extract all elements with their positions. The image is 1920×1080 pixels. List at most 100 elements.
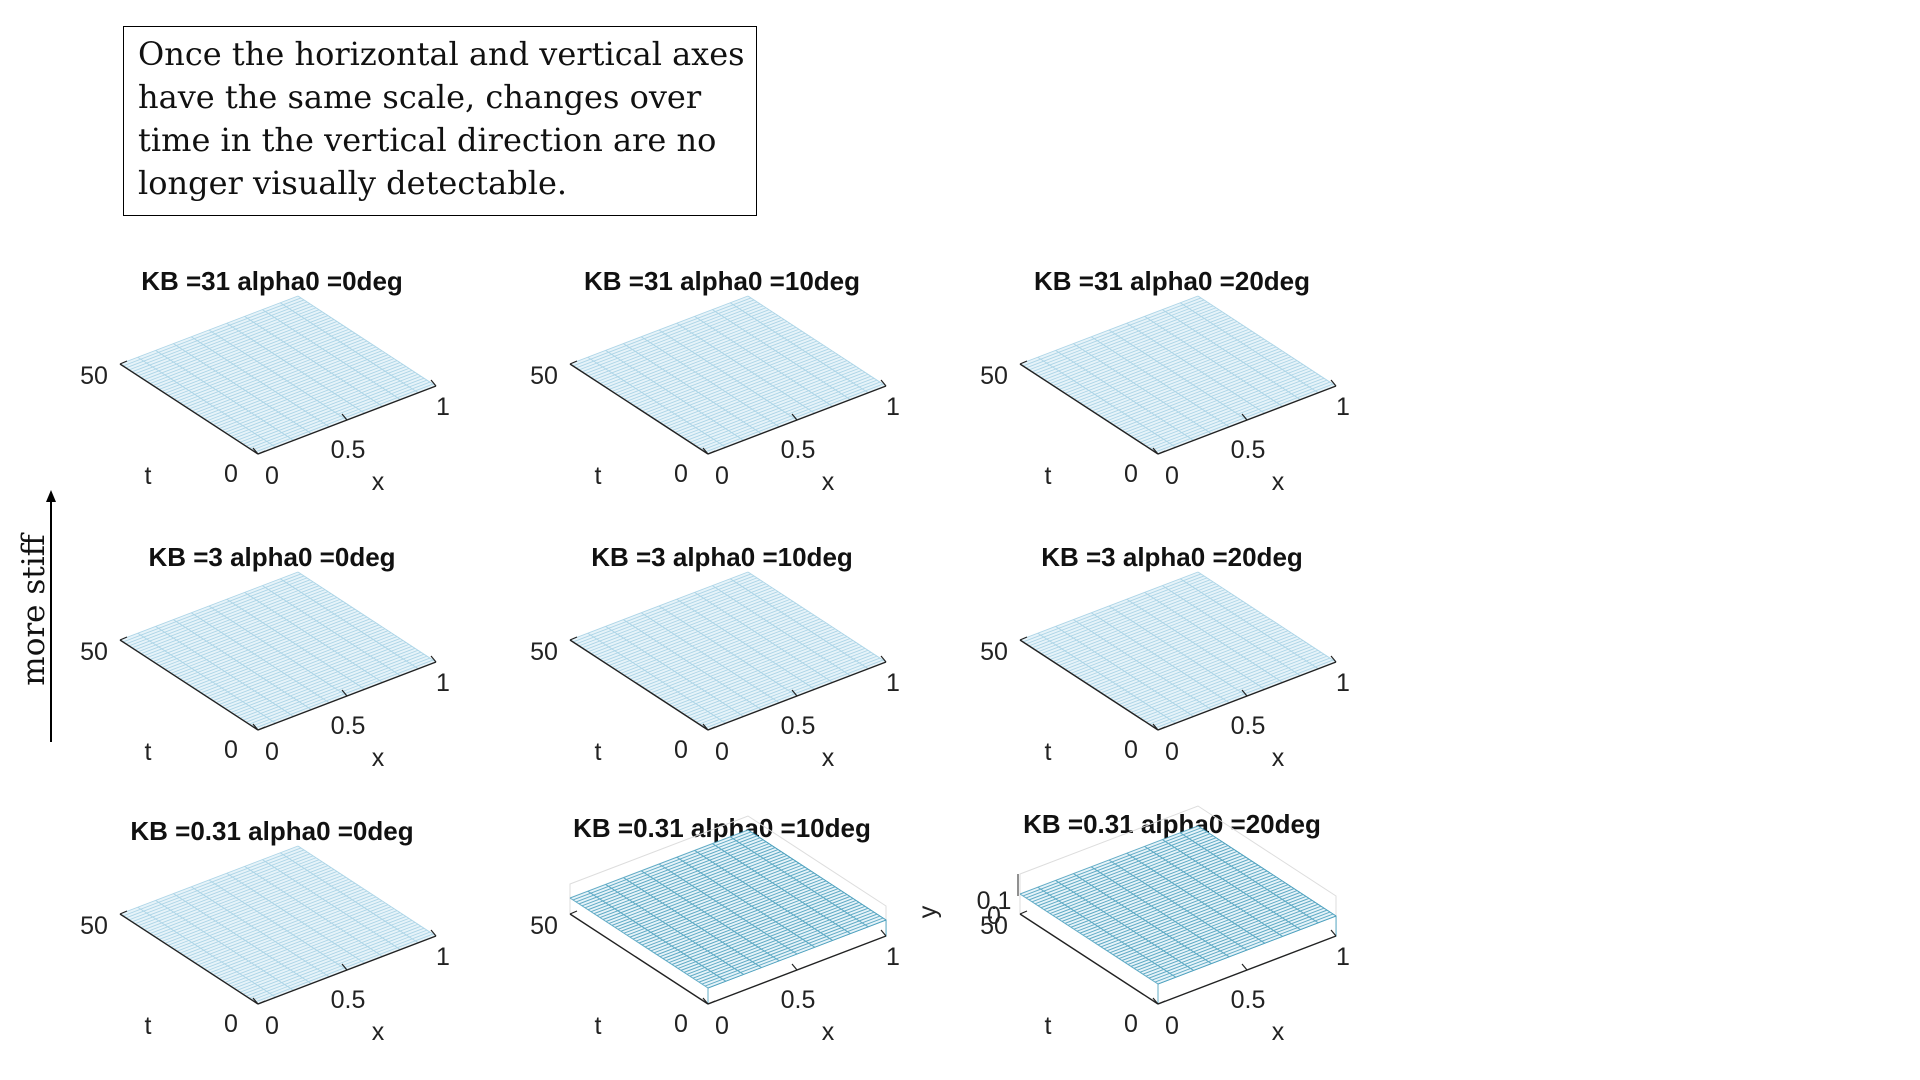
x-tick bbox=[341, 689, 348, 697]
mesh-line-x bbox=[694, 849, 833, 941]
mesh-line-x bbox=[623, 877, 762, 969]
mesh-line-x bbox=[1179, 832, 1319, 924]
z-tick-label: 0.1 bbox=[977, 887, 1012, 915]
x-tick bbox=[341, 963, 348, 971]
surface-mesh bbox=[569, 571, 887, 731]
mesh-line-x bbox=[676, 598, 816, 690]
mesh-line-x bbox=[1108, 329, 1248, 421]
x-tick-label: 0 bbox=[1165, 738, 1179, 766]
t-tick-label: 50 bbox=[530, 362, 558, 390]
x-tick-label: 0 bbox=[265, 1012, 279, 1040]
t-tick-label: 50 bbox=[980, 912, 1008, 940]
mesh-line-x bbox=[694, 592, 833, 683]
x-tick-label: 1 bbox=[886, 943, 900, 971]
mesh-line-x bbox=[1162, 585, 1301, 676]
x-tick-label: 0.5 bbox=[781, 986, 816, 1014]
t-axis-label: t bbox=[1045, 738, 1052, 766]
mesh-line-x bbox=[137, 632, 277, 724]
plot-title: KB =0.31 alpha0 =0deg bbox=[130, 816, 413, 846]
t-axis bbox=[569, 363, 709, 455]
annotation-line: time in the vertical direction are no bbox=[138, 121, 717, 159]
mesh-line-x bbox=[729, 836, 869, 928]
x-axis-label: x bbox=[372, 468, 385, 496]
mesh-line-x bbox=[605, 350, 744, 441]
x-tick-label: 0 bbox=[1165, 1012, 1179, 1040]
x-axis-label: x bbox=[822, 744, 835, 772]
t-axis-label: t bbox=[145, 738, 152, 766]
plot-title: KB =3 alpha0 =0deg bbox=[148, 542, 395, 572]
mesh-line-x bbox=[1179, 302, 1319, 394]
mesh-line-x bbox=[712, 843, 851, 935]
mesh-line-x bbox=[244, 316, 383, 407]
t-tick-label: 0 bbox=[674, 736, 688, 764]
mesh-line-x bbox=[587, 632, 727, 724]
annotation-box: Once the horizontal and vertical axes ha… bbox=[123, 26, 757, 216]
x-tick bbox=[702, 723, 709, 731]
plot-title: KB =0.31 alpha0 =20deg bbox=[1023, 809, 1321, 839]
mesh-line-x bbox=[262, 585, 401, 676]
x-tick-label: 1 bbox=[886, 669, 900, 697]
mesh-line-x bbox=[1073, 619, 1212, 710]
mesh-line-x bbox=[1019, 893, 1159, 985]
x-tick-label: 1 bbox=[436, 669, 450, 697]
mesh-line-x bbox=[1108, 605, 1248, 697]
t-axis-label: t bbox=[595, 462, 602, 490]
x-axis-label: x bbox=[1272, 744, 1285, 772]
surface-plot: KB =0.31 alpha0 =10deg 0 0.5 1 0 50 x t bbox=[530, 813, 900, 1046]
axis-box bbox=[569, 815, 887, 936]
mesh-line-x bbox=[279, 578, 419, 670]
t-tick bbox=[1019, 636, 1028, 641]
mesh-line-x bbox=[747, 829, 887, 921]
surface-mesh bbox=[1019, 825, 1337, 985]
t-axis bbox=[119, 913, 259, 1005]
mesh-line-x bbox=[1073, 343, 1212, 434]
t-axis-label: t bbox=[595, 738, 602, 766]
mesh-line-x bbox=[712, 585, 851, 676]
mesh-line-x bbox=[587, 356, 727, 448]
surface-plot: KB =31 alpha0 =10deg 0 0.5 1 0 50 x t bbox=[530, 266, 900, 496]
mesh-line-x bbox=[1055, 879, 1194, 971]
t-axis bbox=[569, 639, 709, 731]
t-tick-label: 0 bbox=[674, 460, 688, 488]
plot-title: KB =0.31 alpha0 =10deg bbox=[573, 813, 871, 843]
mesh-line-x bbox=[1197, 295, 1337, 387]
mesh-line-x bbox=[747, 295, 887, 387]
x-tick bbox=[1330, 929, 1337, 937]
mesh-line-x bbox=[605, 883, 744, 975]
t-tick bbox=[1019, 360, 1028, 365]
x-tick bbox=[252, 997, 259, 1005]
mesh-line-x bbox=[297, 571, 437, 663]
mesh-line-x bbox=[658, 605, 798, 697]
t-tick-label: 0 bbox=[1124, 1010, 1138, 1038]
t-tick bbox=[119, 910, 128, 915]
mesh-line-x bbox=[155, 626, 294, 717]
mesh-line-x bbox=[694, 316, 833, 407]
x-axis-label: x bbox=[1272, 468, 1285, 496]
t-tick bbox=[569, 636, 578, 641]
x-tick-label: 1 bbox=[436, 943, 450, 971]
surface-mesh bbox=[569, 829, 887, 989]
surface-plot: KB =0.31 alpha0 =0deg 0 0.5 1 0 50 x t bbox=[80, 816, 450, 1046]
t-tick bbox=[1157, 450, 1166, 455]
mesh-line-x bbox=[676, 856, 816, 948]
t-tick-label: 50 bbox=[80, 912, 108, 940]
x-tick-label: 1 bbox=[1336, 669, 1350, 697]
t-tick bbox=[569, 910, 578, 915]
mesh-line-x bbox=[1197, 571, 1337, 663]
surface-plot: KB =3 alpha0 =0deg 0 0.5 1 0 50 x t bbox=[80, 542, 450, 772]
t-tick bbox=[1019, 910, 1028, 915]
mesh-line-x bbox=[712, 309, 851, 400]
x-tick-label: 0 bbox=[1165, 462, 1179, 490]
mesh-line-x bbox=[137, 356, 277, 448]
x-tick bbox=[1152, 447, 1159, 455]
z-axis-label: y bbox=[914, 905, 942, 918]
x-tick-label: 0.5 bbox=[781, 712, 816, 740]
surface-mesh bbox=[1019, 295, 1337, 455]
x-tick bbox=[791, 689, 798, 697]
x-tick-label: 0.5 bbox=[781, 436, 816, 464]
x-tick bbox=[880, 929, 887, 937]
mesh-line-x bbox=[1055, 350, 1194, 441]
x-tick-label: 1 bbox=[1336, 393, 1350, 421]
t-tick bbox=[119, 636, 128, 641]
x-tick-label: 1 bbox=[1336, 943, 1350, 971]
